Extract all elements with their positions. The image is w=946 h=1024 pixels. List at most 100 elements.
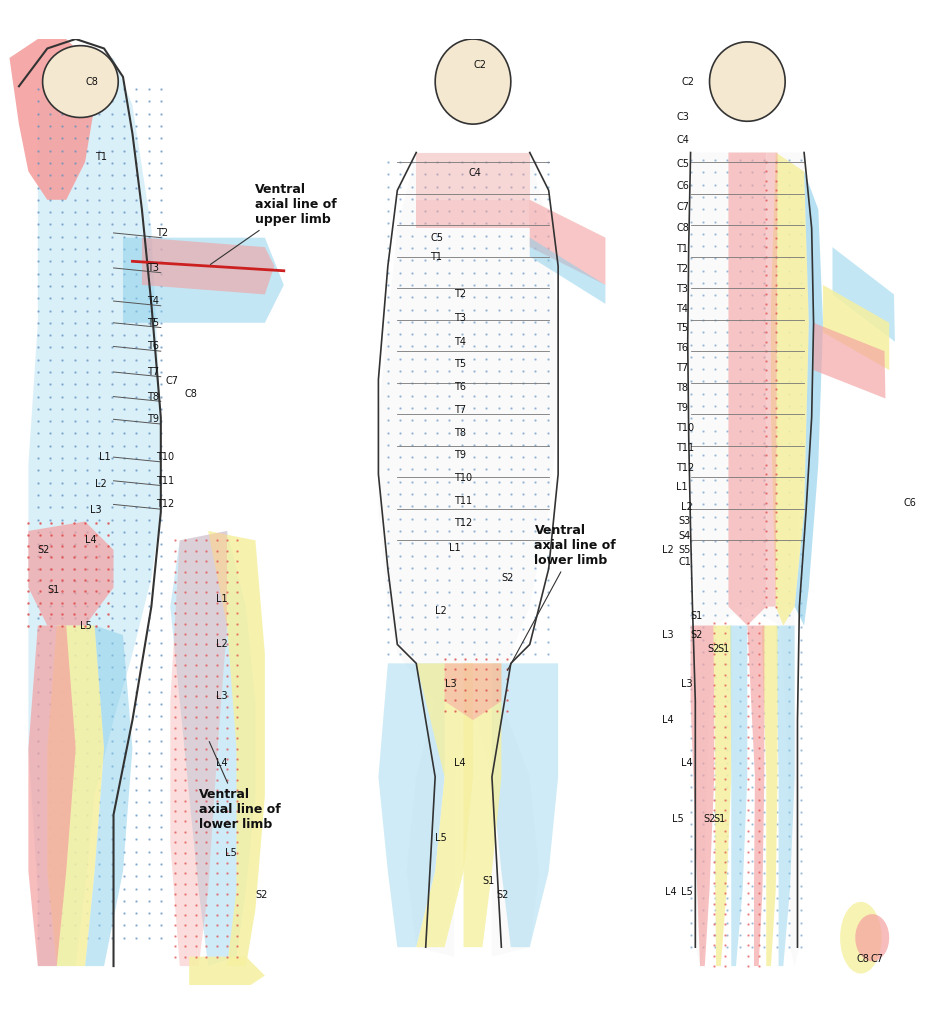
Polygon shape bbox=[823, 285, 889, 370]
Text: C7: C7 bbox=[676, 203, 690, 212]
Text: Ventral
axial line of
upper limb: Ventral axial line of upper limb bbox=[210, 183, 337, 264]
Text: S2: S2 bbox=[691, 630, 703, 640]
Text: T5: T5 bbox=[676, 324, 689, 334]
Text: L1: L1 bbox=[99, 453, 111, 462]
Text: T7: T7 bbox=[147, 367, 159, 377]
Polygon shape bbox=[142, 238, 274, 295]
Polygon shape bbox=[747, 626, 764, 966]
Polygon shape bbox=[713, 626, 731, 966]
Polygon shape bbox=[416, 153, 530, 200]
Text: L1: L1 bbox=[676, 482, 688, 493]
Text: T3: T3 bbox=[147, 263, 159, 273]
Text: T11: T11 bbox=[454, 496, 472, 506]
Text: S1: S1 bbox=[482, 876, 495, 886]
Text: L3: L3 bbox=[216, 691, 227, 701]
Text: C5: C5 bbox=[430, 232, 444, 243]
Text: L5: L5 bbox=[225, 848, 236, 857]
Text: T11: T11 bbox=[156, 476, 174, 485]
Text: T7: T7 bbox=[676, 364, 689, 373]
Polygon shape bbox=[378, 153, 558, 956]
Text: T2: T2 bbox=[676, 264, 689, 273]
Text: L5: L5 bbox=[681, 887, 692, 897]
Polygon shape bbox=[766, 153, 778, 606]
Text: Ventral
axial line of
lower limb: Ventral axial line of lower limb bbox=[507, 523, 616, 671]
Polygon shape bbox=[208, 530, 265, 966]
Text: S2: S2 bbox=[501, 573, 514, 584]
Polygon shape bbox=[776, 626, 795, 966]
Polygon shape bbox=[170, 530, 255, 966]
Text: T11: T11 bbox=[676, 442, 694, 453]
Polygon shape bbox=[445, 664, 501, 720]
Polygon shape bbox=[730, 626, 747, 966]
Polygon shape bbox=[9, 39, 95, 200]
Text: L2: L2 bbox=[216, 639, 227, 649]
Text: C2: C2 bbox=[473, 59, 486, 70]
Polygon shape bbox=[832, 247, 895, 342]
Text: T4: T4 bbox=[454, 337, 466, 347]
Text: L3: L3 bbox=[445, 679, 456, 689]
Polygon shape bbox=[416, 200, 530, 228]
Polygon shape bbox=[762, 626, 778, 966]
Text: C8: C8 bbox=[856, 953, 869, 964]
Text: S1: S1 bbox=[713, 814, 726, 824]
Text: C4: C4 bbox=[676, 135, 690, 145]
Text: C4: C4 bbox=[468, 168, 482, 178]
Polygon shape bbox=[492, 664, 558, 947]
Text: L1: L1 bbox=[449, 543, 461, 553]
Text: T7: T7 bbox=[454, 404, 466, 415]
Polygon shape bbox=[840, 902, 882, 974]
Polygon shape bbox=[464, 664, 501, 947]
Text: S1: S1 bbox=[717, 644, 729, 654]
Polygon shape bbox=[530, 200, 605, 285]
Text: S3: S3 bbox=[678, 516, 691, 526]
Text: T5: T5 bbox=[147, 317, 159, 328]
Text: L2: L2 bbox=[662, 545, 674, 555]
Text: T4: T4 bbox=[676, 303, 689, 313]
Text: L2: L2 bbox=[435, 606, 447, 616]
Text: S1: S1 bbox=[47, 585, 60, 595]
Text: L2: L2 bbox=[681, 502, 692, 512]
Polygon shape bbox=[728, 153, 766, 626]
Polygon shape bbox=[530, 238, 605, 304]
Text: T2: T2 bbox=[156, 228, 168, 238]
Text: S5: S5 bbox=[678, 545, 691, 555]
Polygon shape bbox=[435, 39, 511, 124]
Polygon shape bbox=[28, 626, 76, 966]
Text: T10: T10 bbox=[454, 473, 472, 483]
Text: L5: L5 bbox=[672, 814, 683, 824]
Polygon shape bbox=[28, 521, 114, 626]
Text: T6: T6 bbox=[454, 382, 466, 392]
Text: L3: L3 bbox=[681, 679, 692, 689]
Polygon shape bbox=[710, 42, 785, 121]
Text: S2: S2 bbox=[708, 644, 720, 654]
Text: T12: T12 bbox=[454, 518, 472, 528]
Text: C7: C7 bbox=[166, 377, 179, 386]
Text: L5: L5 bbox=[80, 621, 92, 631]
Text: L4: L4 bbox=[681, 758, 692, 768]
Polygon shape bbox=[47, 626, 104, 966]
Text: L4: L4 bbox=[216, 758, 227, 768]
Polygon shape bbox=[123, 238, 284, 323]
Text: C6: C6 bbox=[903, 498, 917, 508]
Text: T12: T12 bbox=[156, 500, 174, 509]
Polygon shape bbox=[378, 664, 445, 947]
Text: L4: L4 bbox=[454, 758, 465, 768]
Text: L4: L4 bbox=[85, 536, 96, 546]
Text: L3: L3 bbox=[90, 505, 101, 515]
Text: T10: T10 bbox=[676, 423, 694, 433]
Text: T1: T1 bbox=[676, 244, 689, 254]
Text: C6: C6 bbox=[676, 180, 690, 190]
Text: T4: T4 bbox=[147, 296, 159, 306]
Text: S4: S4 bbox=[678, 530, 691, 541]
Text: C3: C3 bbox=[676, 112, 690, 122]
Polygon shape bbox=[855, 914, 889, 962]
Text: S2: S2 bbox=[38, 545, 50, 555]
Polygon shape bbox=[170, 530, 227, 966]
Text: L1: L1 bbox=[216, 594, 227, 604]
Text: T1: T1 bbox=[430, 252, 443, 261]
Text: T8: T8 bbox=[676, 383, 689, 393]
Text: T6: T6 bbox=[676, 343, 689, 353]
Text: L5: L5 bbox=[435, 834, 447, 844]
Text: S1: S1 bbox=[691, 611, 703, 622]
Text: C8: C8 bbox=[184, 389, 198, 398]
